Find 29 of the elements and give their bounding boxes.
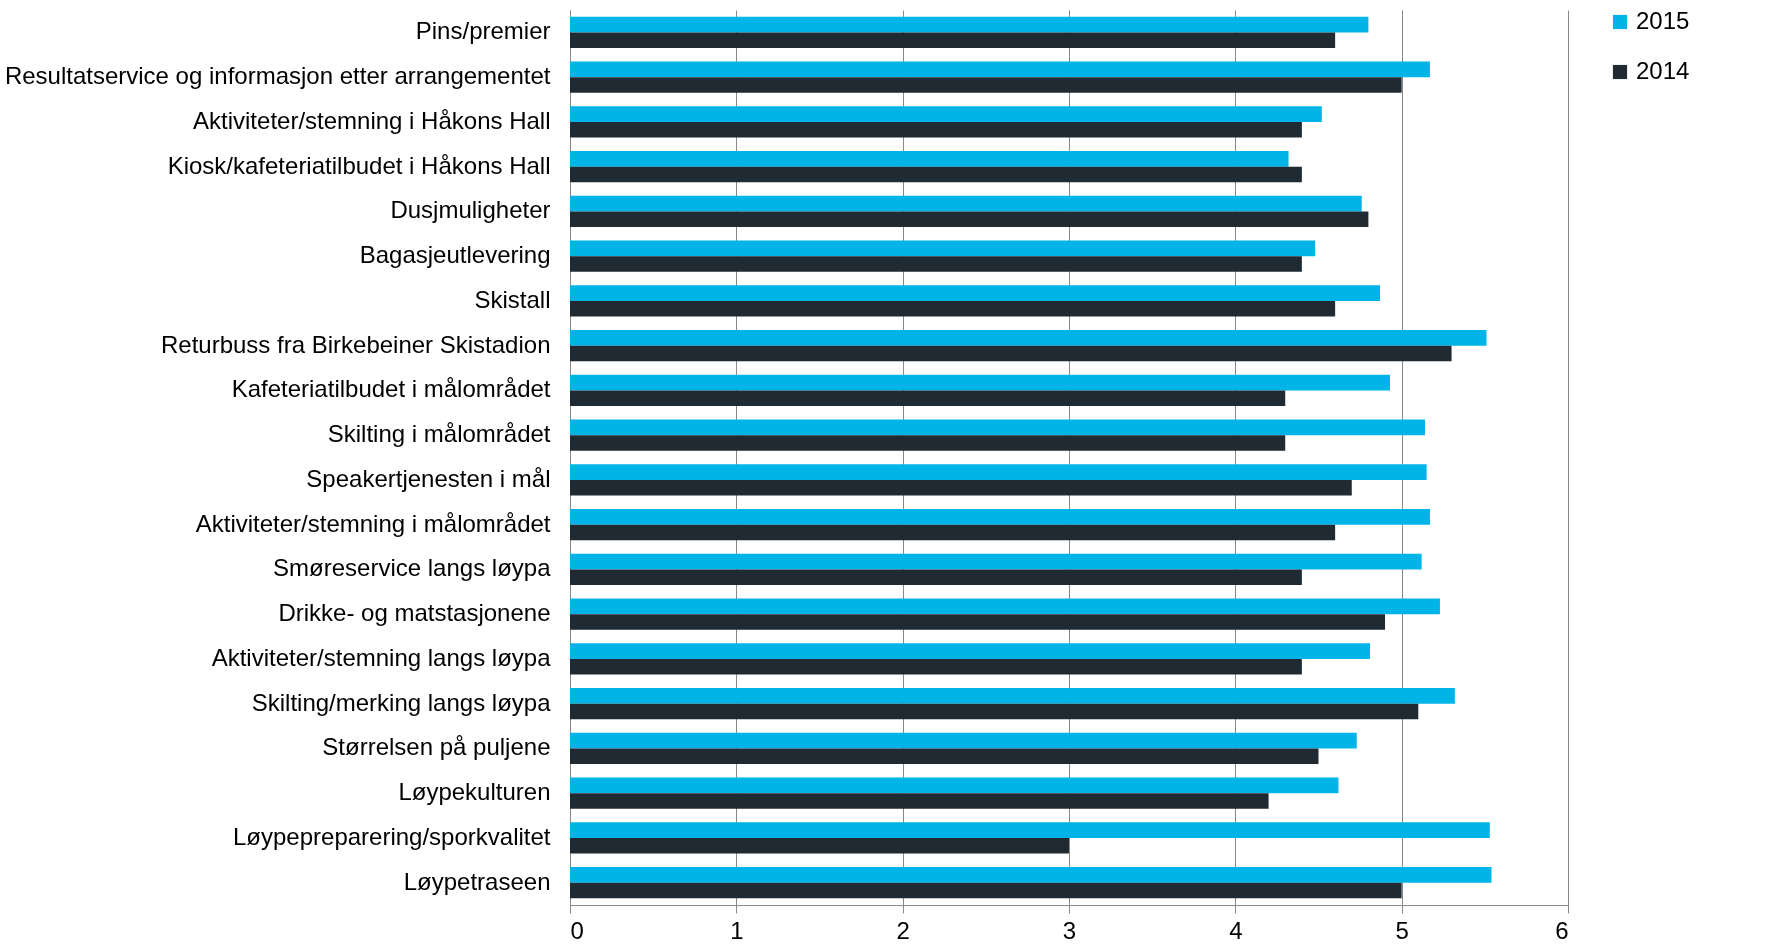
y-tick-label: Skilting/merking langs løypa — [251, 688, 552, 716]
y-tick-label: Skistall — [474, 285, 551, 313]
y-tick-label: Returbuss fra Birkebeiner Skistadion — [160, 330, 551, 358]
y-tick-label: Resultatservice og informasjon etter arrangementet — [4, 62, 551, 90]
x-tick-label: 4 — [1229, 916, 1243, 944]
y-tick-label: Aktiviteter/stemning langs løypa — [211, 643, 552, 671]
y-tick-label: Løypetraseen — [403, 867, 551, 895]
y-tick-label: Aktiviteter/stemning i målområdet — [195, 509, 551, 537]
y-tick-label: Skilting i målområdet — [327, 420, 551, 448]
x-tick-label: 3 — [1062, 916, 1077, 944]
y-tick-label: Størrelsen på puljene — [322, 733, 551, 761]
x-tick-label: 6 — [1555, 916, 1569, 944]
y-tick-label: Kafeteriatilbudet i målområdet — [231, 375, 551, 403]
y-tick-label: Løypepreparering/sporkvalitet — [233, 822, 551, 850]
y-tick-label: Løypekulturen — [398, 778, 551, 806]
y-tick-label: Aktiviteter/stemning i Håkons Hall — [193, 106, 551, 134]
y-tick-label: Bagasjeutlevering — [359, 241, 551, 269]
x-tick-label: 0 — [570, 916, 584, 944]
y-tick-label: Kiosk/kafeteriatilbudet i Håkons Hall — [167, 151, 551, 179]
y-tick-label: Speakertjenesten i mål — [306, 464, 551, 492]
x-tick-label: 2 — [896, 916, 910, 944]
legend-label: 2014 — [1636, 57, 1690, 84]
y-tick-label: Smøreservice langs løypa — [273, 554, 552, 582]
x-tick-label: 5 — [1395, 916, 1409, 944]
y-tick-label: Pins/premier — [415, 17, 551, 45]
y-tick-label: Drikke- og matstasjonene — [278, 599, 551, 627]
legend-label: 2015 — [1636, 7, 1690, 34]
y-tick-label: Dusjmuligheter — [390, 196, 551, 224]
x-tick-label: 1 — [730, 916, 744, 944]
